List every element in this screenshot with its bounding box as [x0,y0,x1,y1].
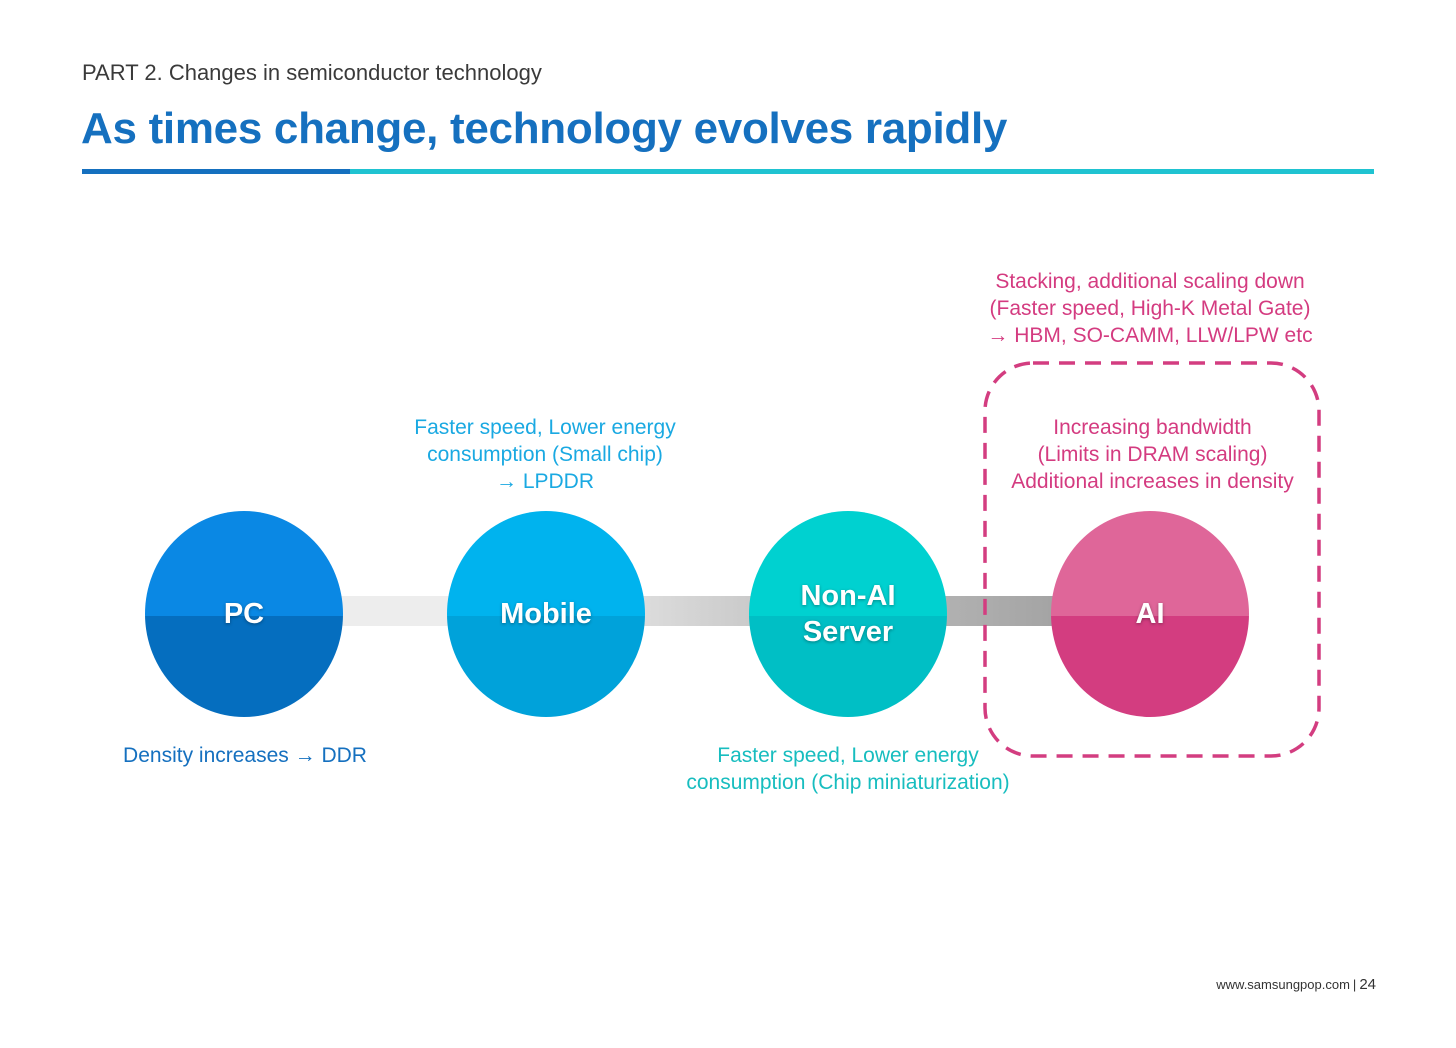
stage-pc: PC [145,511,343,717]
footer-site: www.samsungpop.com [1216,977,1350,992]
server-note: Faster speed, Lower energy consumption (… [660,742,1036,796]
footer: www.samsungpop.com | 24 [1150,976,1376,993]
ai-top-note: Stacking, additional scaling down (Faste… [960,268,1340,349]
note-line: (Faster speed, High-K Metal Gate) [989,297,1311,320]
page-number: 24 [1359,976,1376,993]
note-line: consumption (Small chip) [427,443,663,466]
footer-separator: | [1352,977,1357,992]
title-underline-dark [82,169,350,174]
stage-server-label-line1: Non-AI [800,580,896,612]
note-line: → LPDDR [495,470,595,493]
stage-ai: AI [1051,511,1249,717]
note-line: Faster speed, Lower energy [414,416,676,439]
slide-title: As times change, technology evolves rapi… [81,104,1008,153]
note-line: Additional increases in density [1011,470,1294,493]
connector-server-ai [930,596,1070,626]
ai-highlight-box [983,361,1321,758]
stage-mobile-label: Mobile [500,598,592,630]
note-line: Density increases → DDR [123,744,367,767]
note-line: Stacking, additional scaling down [995,270,1305,293]
stage-ai-label: AI [1135,598,1165,630]
stage-non-ai-server: Non-AI Server [749,511,947,717]
connector-mobile-server [630,596,760,626]
note-line: → HBM, SO-CAMM, LLW/LPW etc [987,324,1313,347]
pc-note: Density increases → DDR [100,742,390,769]
note-line: consumption (Chip miniaturization) [686,771,1010,794]
note-line: Increasing bandwidth [1053,416,1252,439]
note-line: Faster speed, Lower energy [717,744,979,767]
note-line: (Limits in DRAM scaling) [1037,443,1268,466]
mobile-note: Faster speed, Lower energy consumption (… [390,414,700,495]
ai-inner-note: Increasing bandwidth (Limits in DRAM sca… [990,414,1315,495]
section-label: PART 2. Changes in semiconductor technol… [82,60,542,85]
stage-server-label-line2: Server [802,616,894,648]
title-underline-light [350,169,1374,174]
stage-mobile: Mobile [447,511,645,717]
stage-pc-label: PC [223,598,265,630]
connector-pc-mobile [330,596,460,626]
